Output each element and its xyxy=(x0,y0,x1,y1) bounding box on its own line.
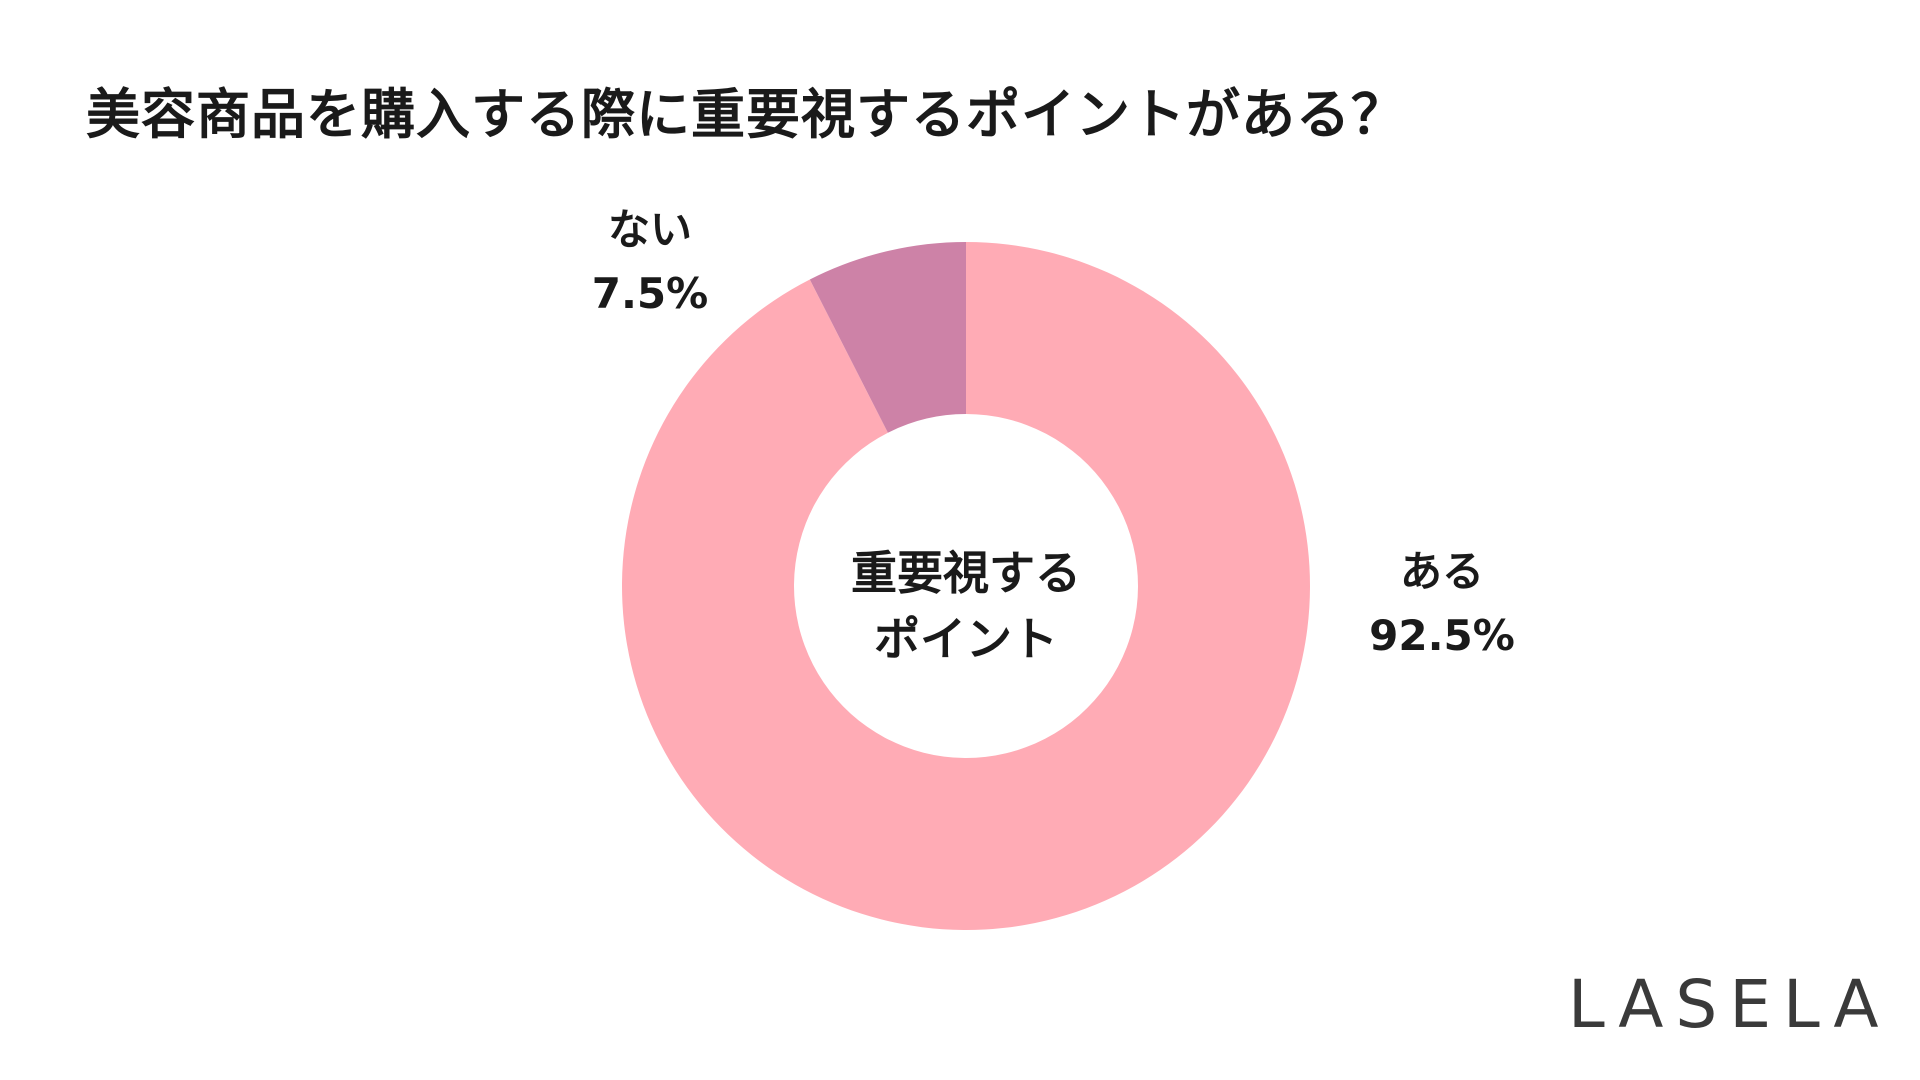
slice-label-aru-value: 92.5% xyxy=(1369,611,1515,660)
brand-logo: LASELA xyxy=(1568,966,1891,1043)
donut-center-line-1: 重要視する xyxy=(851,546,1081,600)
donut-center-label: 重要視する ポイント xyxy=(826,540,1106,672)
donut-slice-1 xyxy=(809,242,966,433)
donut-slice-0 xyxy=(622,242,1310,930)
slice-label-nai: ない 7.5% xyxy=(580,198,720,326)
slice-label-nai-value: 7.5% xyxy=(591,269,709,318)
slice-label-aru-name: ある xyxy=(1399,547,1484,596)
slice-label-nai-name: ない xyxy=(607,205,692,254)
chart-title: 美容商品を購入する際に重要視するポイントがある？ xyxy=(86,83,1406,146)
donut-slices xyxy=(622,242,1310,930)
slice-label-aru: ある 92.5% xyxy=(1352,540,1532,668)
donut-center-line-2: ポイント xyxy=(874,612,1058,666)
